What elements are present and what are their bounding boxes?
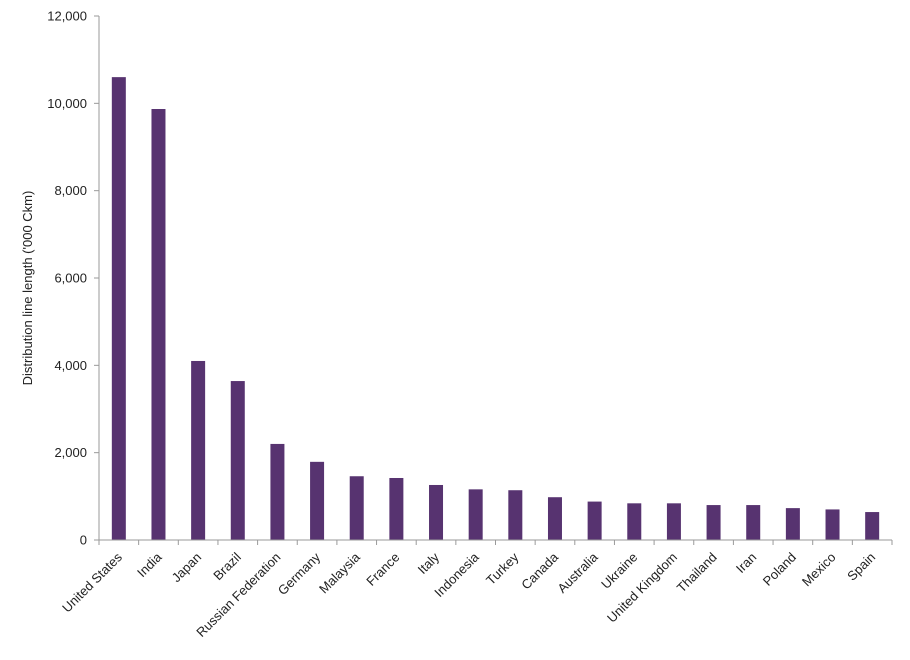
x-tick-label: Indonesia [431, 549, 482, 600]
y-tick-label: 8,000 [54, 183, 87, 198]
x-tick-label: France [363, 550, 402, 589]
bar [587, 501, 602, 540]
y-tick-label: 2,000 [54, 445, 87, 460]
x-tick-label: Poland [760, 550, 799, 589]
y-tick-label: 0 [80, 533, 87, 548]
y-tick-label: 12,000 [47, 9, 87, 24]
bar [111, 77, 126, 540]
bar [508, 490, 523, 540]
bar [151, 109, 166, 540]
x-tick-label: Malaysia [316, 549, 363, 596]
y-tick-label: 10,000 [47, 96, 87, 111]
x-tick-label: Brazil [210, 549, 244, 583]
bar [429, 484, 444, 540]
bar [310, 461, 325, 540]
x-tick-label: Turkey [483, 549, 522, 588]
x-tick-label: Germany [275, 549, 324, 598]
bar [547, 497, 562, 540]
x-tick-label: United Kingdom [604, 550, 680, 626]
x-tick-label: Mexico [799, 550, 839, 590]
y-axis-label: Distribution line length ('000 Ckm) [20, 191, 35, 386]
x-tick-label: India [134, 549, 165, 580]
y-axis: 0 2,000 4,000 6,000 8,000 10,000 12,000 [47, 9, 100, 548]
x-tick-label: Iran [733, 550, 759, 576]
bar [191, 360, 206, 540]
bar [230, 381, 245, 540]
x-tick-label: Spain [844, 550, 878, 584]
x-tick-label: Italy [415, 549, 443, 577]
y-tick-label: 4,000 [54, 358, 87, 373]
bar [706, 505, 721, 540]
bar [825, 509, 840, 540]
bars [111, 77, 880, 540]
x-tick-label: Japan [169, 550, 205, 586]
bar [865, 512, 880, 540]
bar [349, 476, 364, 540]
bar [746, 505, 761, 540]
bar [627, 503, 642, 540]
bar [389, 477, 404, 540]
x-tick-label: Australia [554, 549, 601, 596]
y-tick-label: 6,000 [54, 271, 87, 286]
bar [666, 503, 681, 540]
bar [270, 443, 285, 540]
x-tick-label: Thailand [674, 550, 720, 596]
x-tick-label: United States [59, 549, 125, 615]
bar [468, 489, 483, 540]
bar [785, 508, 800, 540]
